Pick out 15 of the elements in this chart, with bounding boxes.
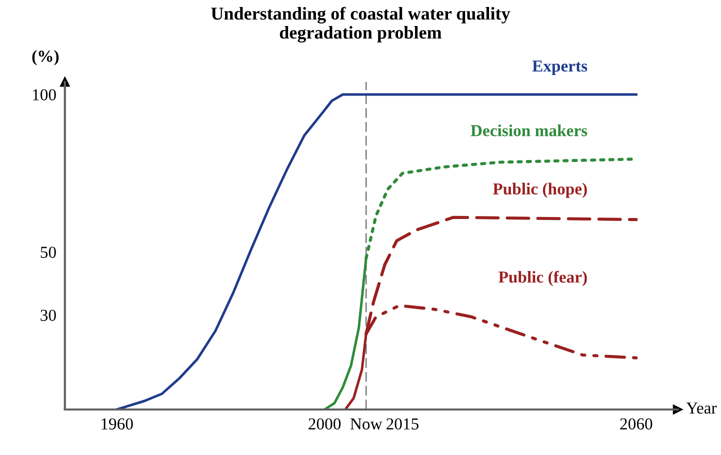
y-tick-label: 50	[40, 246, 56, 258]
series-label: Experts	[532, 60, 588, 76]
x-tick-label: Now	[350, 418, 382, 430]
x-tick-label: 2000	[308, 418, 341, 430]
series-label: Public (hope)	[492, 182, 587, 198]
chart-title: Understanding of coastal water quality degradation problem	[211, 6, 510, 43]
y-tick-label: 100	[33, 89, 56, 100]
x-tick-label: 1960	[102, 418, 133, 430]
series-label: Decision makers	[470, 124, 588, 136]
x-tick-label: 2060	[620, 418, 652, 430]
y-axis-title: (%)	[32, 50, 59, 66]
x-axis-title: Year	[686, 402, 717, 414]
y-tick-label: 30	[40, 310, 56, 321]
x-tick-label: 2015	[386, 418, 418, 430]
text: Public (fear)	[498, 270, 587, 286]
